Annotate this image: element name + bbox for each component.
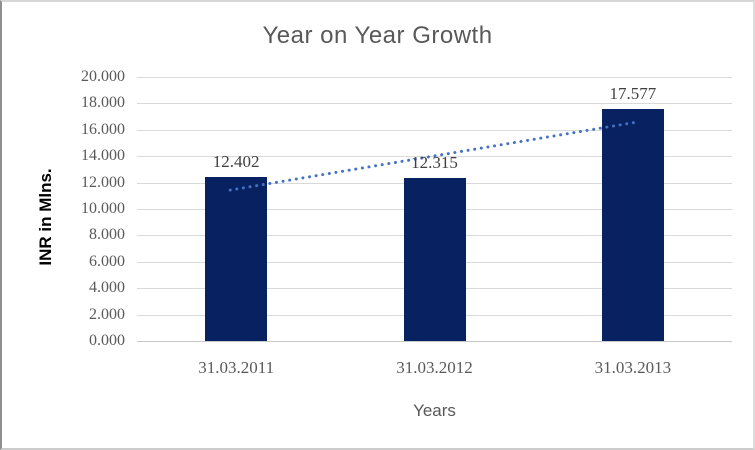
x-axis-tick-label: 31.03.2013 [594, 358, 672, 377]
y-axis-tick-label: 20.000 [81, 68, 125, 85]
bar [403, 178, 466, 341]
bar-value-label: 12.402 [212, 152, 260, 172]
x-axis-tick-label: 31.03.2011 [198, 358, 275, 377]
y-axis-tick-label: 12.000 [81, 173, 125, 191]
x-axis-title: Years [413, 401, 456, 420]
bar-value-label: 12.315 [411, 153, 458, 173]
y-axis-tick-label: 10.000 [81, 200, 125, 217]
plot-area [137, 77, 732, 342]
y-axis-tick-label: 4.000 [89, 279, 125, 297]
gridline [137, 77, 732, 78]
x-axis-tick-label: 31.03.2012 [396, 358, 473, 377]
y-axis-tick-label: 18.000 [81, 94, 125, 112]
y-axis-tick-label: 6.000 [89, 252, 125, 270]
bar [205, 177, 268, 341]
bar-value-label: 17.577 [609, 83, 657, 103]
y-axis-tick-label: 0.000 [89, 332, 125, 349]
y-axis-tick-label: 14.000 [81, 147, 125, 165]
y-axis-tick-label: 2.000 [89, 305, 125, 323]
bar [601, 108, 664, 341]
y-axis-tick-label: 16.000 [81, 120, 125, 138]
y-axis-tick-label: 8.000 [89, 226, 125, 244]
gridline [137, 103, 732, 105]
chart-title: Year on Year Growth [262, 22, 493, 49]
